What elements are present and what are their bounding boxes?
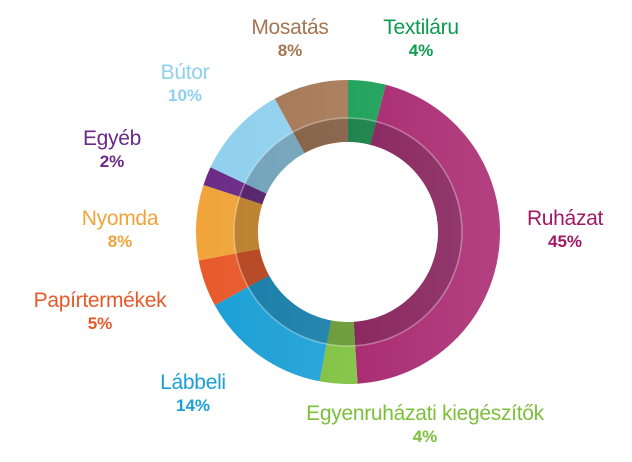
slice-label-labbeli: Lábbeli 14% bbox=[160, 371, 226, 415]
slice-label-mosatas: Mosatás 8% bbox=[251, 16, 329, 60]
donut-hole bbox=[258, 142, 438, 322]
slice-label-textilaru: Textiláru 4% bbox=[383, 16, 459, 60]
slice-label-nyomda: Nyomda 8% bbox=[81, 207, 159, 251]
slice-label-butor: Bútor 10% bbox=[160, 61, 210, 105]
slice-label-ruhazat: Ruházat 45% bbox=[526, 207, 604, 251]
slice-label-egyeb: Egyéb 2% bbox=[82, 127, 142, 171]
slice-label-papirtermekek: Papírtermékek 5% bbox=[33, 289, 167, 333]
slice-label-egyenruhazati: Egyenruházati kiegészítők 4% bbox=[306, 402, 544, 446]
